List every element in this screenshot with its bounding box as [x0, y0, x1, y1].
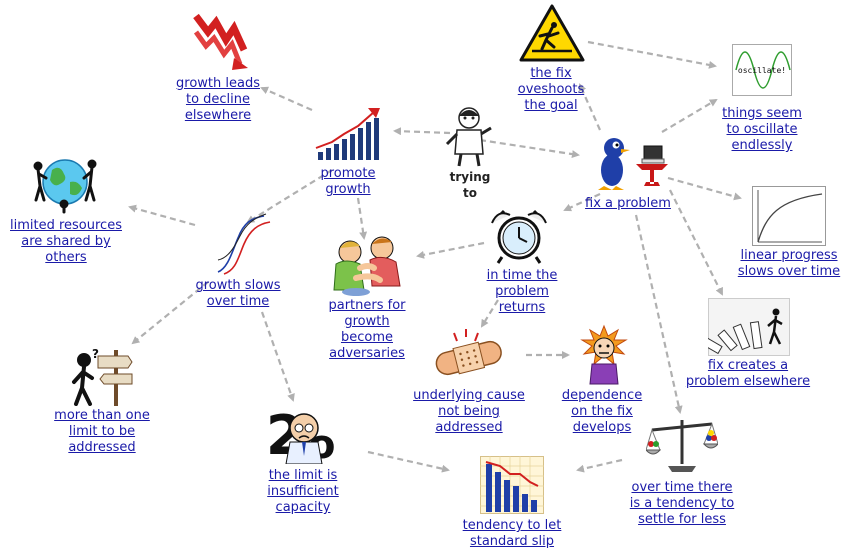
- fix-a-problem-label[interactable]: fix a problem: [585, 196, 671, 211]
- saturation-curve-icon: [752, 186, 826, 246]
- zigzag-decline-icon: [193, 13, 248, 70]
- edge-growthslows-morethanone: [131, 281, 209, 345]
- linear-progress-label[interactable]: linear progress slows over time: [737, 248, 841, 279]
- signpost-figure-icon: ?: [72, 347, 133, 406]
- oscillate-label[interactable]: things seem to oscillate endlessly: [722, 106, 802, 153]
- edge-intime-partners: [416, 241, 485, 259]
- settle-less-label[interactable]: over time there is a tendency to settle …: [629, 480, 735, 527]
- edge-fix-overshoots: [578, 83, 602, 131]
- partners-label[interactable]: partners for growth become adversaries: [328, 298, 406, 361]
- more-than-one-label[interactable]: more than one limit to be addressed: [54, 408, 150, 455]
- angry-person-icon: [580, 324, 628, 385]
- falling-dominoes-icon: [708, 298, 790, 356]
- edge-settle-slip: [576, 458, 623, 473]
- bald-man-icon: 2 o: [266, 404, 335, 464]
- edge-overshoots-oscillate: [587, 40, 717, 69]
- fix-overshoots-label[interactable]: the fix oveshoots the goal: [517, 66, 585, 113]
- growth-slows-label[interactable]: growth slows over time: [195, 278, 281, 309]
- edge-fix-linear: [667, 176, 742, 201]
- bandage-icon: [435, 329, 502, 376]
- edge-fix-intime: [563, 192, 601, 212]
- edge-limit-slip: [367, 450, 450, 473]
- edge-promote-growthslows: [246, 169, 333, 224]
- edge-fix-oscillate: [661, 98, 718, 133]
- underlying-label[interactable]: underlying cause not being addressed: [413, 388, 525, 435]
- warning-sign-icon: [519, 4, 585, 62]
- declining-bar-chart-icon: [480, 456, 544, 514]
- edge-fix-settle: [634, 214, 683, 414]
- oscillation-plot-icon: oscillate!: [732, 44, 792, 96]
- promote-growth-label[interactable]: promote growth: [320, 166, 376, 197]
- edge-growthslows-limit: [260, 311, 295, 402]
- dependence-label[interactable]: dependence on the fix develops: [561, 388, 643, 435]
- growth-decline-label[interactable]: growth leads to decline elsewhere: [176, 76, 260, 123]
- trying-to-label: trying to: [449, 170, 491, 200]
- edge-trying-promote: [393, 127, 451, 136]
- limit-capacity-label[interactable]: the limit is insufficient capacity: [267, 468, 339, 515]
- edge-promote-partners: [356, 197, 368, 240]
- balance-scale-icon: [646, 420, 718, 472]
- s-curves-icon: [217, 213, 271, 275]
- in-time-label[interactable]: in time the problem returns: [486, 268, 558, 315]
- edge-growthslows-resources: [128, 204, 196, 227]
- standard-slip-label[interactable]: tendency to let standard slip: [462, 518, 562, 549]
- edge-trying-fix: [479, 138, 580, 159]
- alarm-clock-icon: [491, 209, 547, 264]
- svg-text:?: ?: [92, 347, 99, 361]
- cartoon-man-icon: [445, 107, 492, 167]
- duck-at-computer-icon: [598, 138, 668, 190]
- fix-elsewhere-label[interactable]: fix creates a problem elsewhere: [685, 358, 811, 389]
- edge-intime-underlying: [480, 299, 499, 328]
- edge-promote-decline: [260, 86, 313, 112]
- rising-bars-icon: [315, 108, 380, 160]
- globe-people-icon: [33, 159, 97, 214]
- limited-resources-label[interactable]: limited resources are shared by others: [10, 218, 122, 265]
- oscillate-plot-title: oscillate!: [738, 66, 786, 75]
- fighting-kids-icon: [333, 236, 401, 296]
